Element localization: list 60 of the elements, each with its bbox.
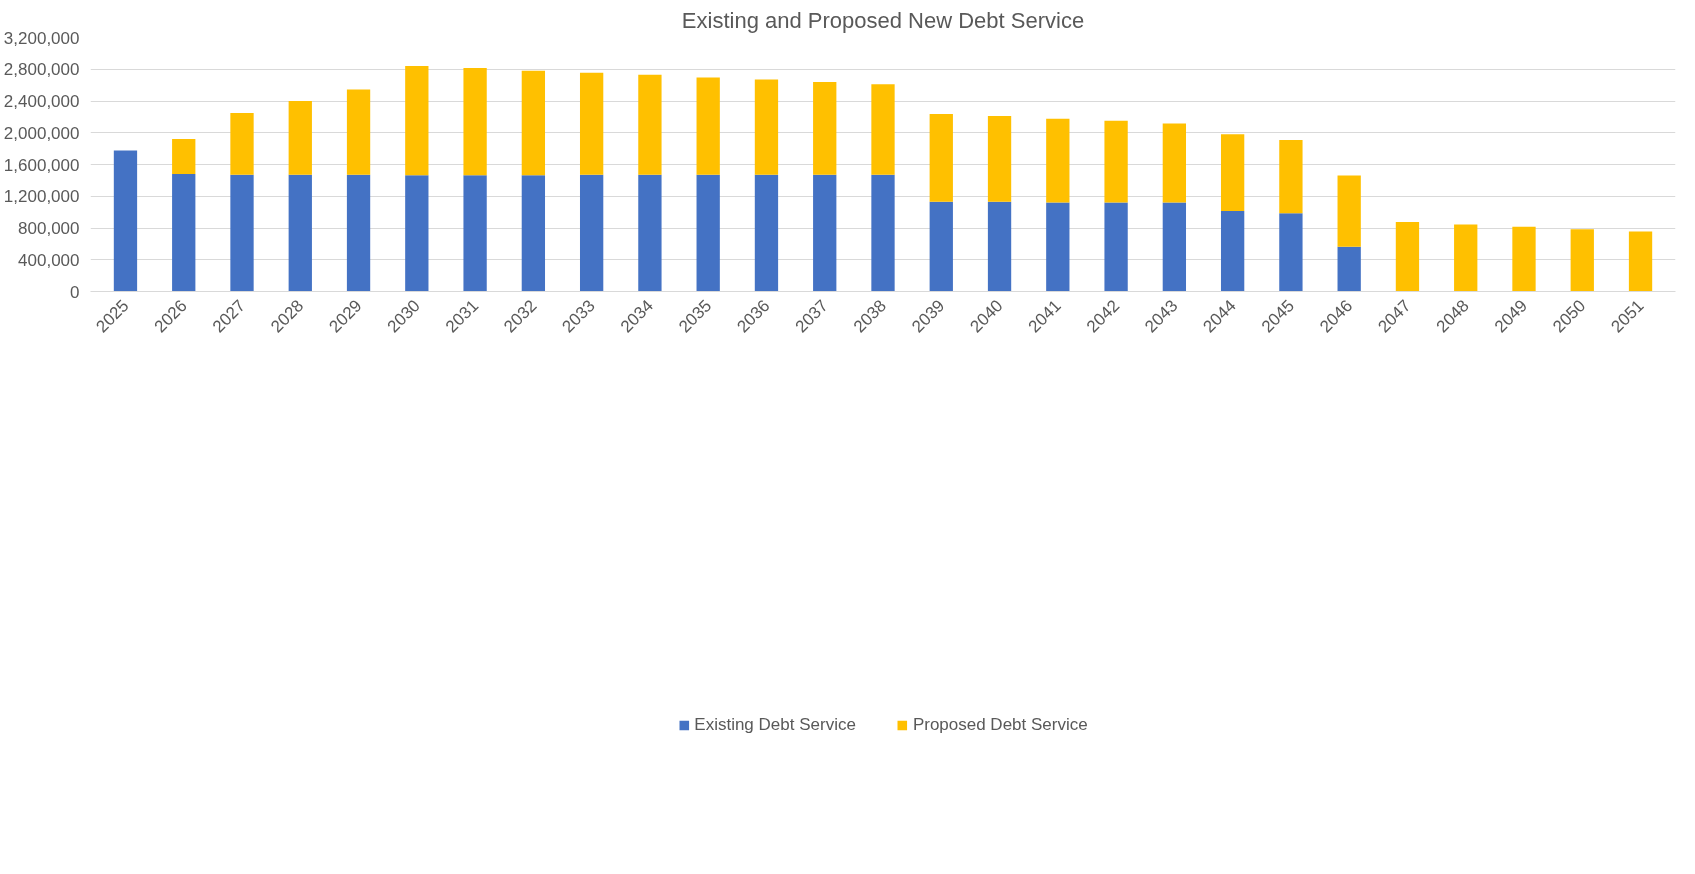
bar (754, 79, 779, 175)
bar (1104, 120, 1128, 203)
bar (1337, 246, 1361, 292)
y-tick-label: 2,800,000 (3, 60, 80, 80)
bar (579, 174, 604, 292)
bar (1570, 229, 1594, 292)
chart-title: Existing and Proposed New Debt Service (681, 7, 1085, 33)
bar (172, 139, 196, 175)
bar (288, 174, 312, 292)
bar (813, 174, 837, 292)
bar (1104, 202, 1128, 292)
y-tick-label: 2,000,000 (3, 123, 80, 143)
bar (521, 70, 546, 176)
y-tick-label: 3,200,000 (3, 28, 80, 48)
bar (754, 174, 779, 292)
bar (346, 174, 371, 292)
y-tick-label: 400,000 (18, 250, 80, 270)
bar (1046, 118, 1070, 203)
legend-label: Existing Debt Service (694, 715, 856, 735)
bar (813, 81, 837, 175)
bar (1220, 210, 1245, 292)
y-tick-label: 800,000 (18, 219, 80, 238)
bar (579, 72, 604, 175)
bar (1628, 231, 1653, 292)
bar (1162, 202, 1187, 292)
bar (987, 116, 1012, 202)
bar (987, 201, 1012, 292)
bar (1512, 226, 1536, 292)
bar (463, 175, 487, 292)
bar (172, 174, 196, 292)
y-tick-label: 1,600,000 (3, 155, 80, 175)
bar (346, 89, 371, 175)
bar (1279, 139, 1303, 214)
bar (405, 66, 429, 176)
y-tick-label: 2,400,000 (3, 92, 80, 111)
bar (288, 101, 312, 175)
bar (230, 174, 254, 292)
bar (871, 174, 895, 292)
y-tick-label: 1,200,000 (3, 187, 80, 207)
bar (696, 174, 720, 292)
bar (1395, 222, 1420, 292)
bar (871, 84, 895, 175)
bar (1454, 224, 1478, 292)
bar (405, 175, 429, 292)
bar (521, 175, 546, 292)
bar (230, 112, 254, 175)
bar (463, 68, 487, 176)
bar (929, 201, 953, 292)
bar (1220, 134, 1245, 211)
y-tick-label: 0 (70, 282, 80, 302)
bar (1337, 175, 1361, 247)
bar (696, 77, 720, 175)
bar (113, 150, 138, 292)
bar (1046, 202, 1070, 292)
legend-label: Proposed Debt Service (912, 715, 1088, 735)
bar (1279, 213, 1303, 292)
bar (929, 114, 953, 202)
bar (1162, 123, 1187, 203)
bar (638, 74, 662, 175)
bar (638, 174, 662, 292)
